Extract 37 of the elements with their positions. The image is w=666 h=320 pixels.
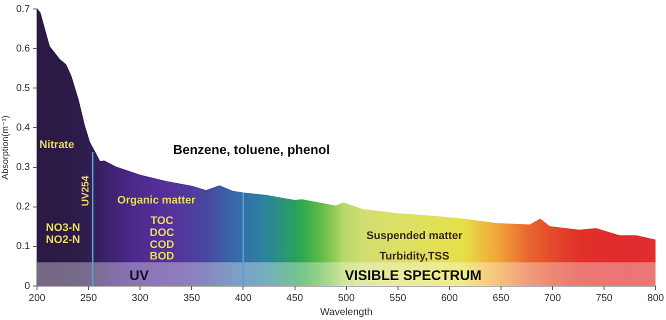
y-tick-label: 0.2: [16, 202, 30, 213]
x-tick-label: 350: [183, 292, 200, 304]
y-tick-label: 0.1: [16, 241, 30, 252]
x-tick-label: 750: [596, 292, 613, 304]
x-axis-title: Wavelength: [320, 306, 373, 318]
annotation: BOD: [150, 250, 174, 262]
x-tick-label: 250: [80, 292, 98, 304]
annotation: COD: [150, 238, 174, 251]
y-tick-label: 0.4: [16, 122, 30, 134]
y-tick-label: 0.6: [16, 43, 30, 54]
x-tick-label: 550: [390, 292, 407, 304]
x-tick-label: 700: [544, 292, 562, 304]
annotation: Organic matter: [117, 194, 196, 206]
y-axis-title: Absorption(m⁻¹): [0, 115, 10, 180]
y-tick-label: 0: [24, 280, 30, 292]
annotation: NO2-N: [46, 234, 80, 246]
annotation: Turbidity,TSS: [379, 250, 450, 262]
annotation: Nitrate: [39, 139, 74, 152]
x-tick-label: 400: [234, 292, 252, 304]
x-tick-label: 300: [132, 292, 149, 304]
x-tick-label: 650: [492, 292, 510, 304]
x-tick-label: 200: [28, 292, 46, 304]
y-tick-label: 0.5: [16, 82, 30, 94]
annotation: TOC: [150, 215, 174, 228]
x-tick-label: 450: [286, 292, 304, 304]
x-tick-label: 800: [647, 292, 664, 304]
annotation: DOC: [150, 227, 174, 240]
y-tick-label: 0.3: [16, 162, 30, 174]
annotation: Suspended matter: [366, 230, 464, 242]
annotation: VISIBLE SPECTRUM: [344, 266, 482, 283]
x-tick-label: 600: [441, 292, 458, 304]
annotation: UV: [129, 266, 150, 283]
y-tick-label: 0.7: [16, 4, 30, 15]
annotation: NO3-N: [46, 222, 80, 234]
annotation: Benzene, toluene, phenol: [173, 142, 330, 157]
ref-line-label: UV254: [80, 175, 92, 206]
x-tick-label: 500: [338, 292, 356, 304]
